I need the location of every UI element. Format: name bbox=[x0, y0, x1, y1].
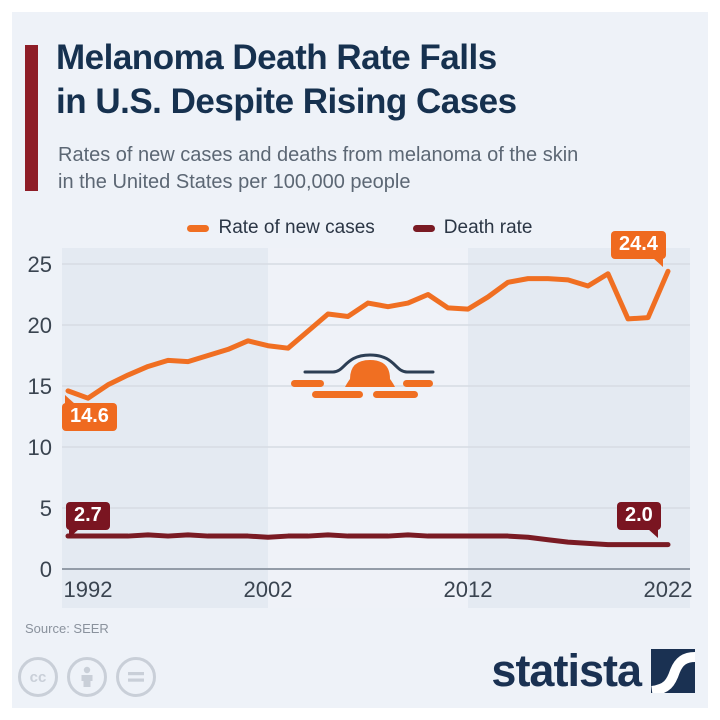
equals-icon bbox=[128, 672, 144, 682]
page-title: Melanoma Death Rate Falls in U.S. Despit… bbox=[56, 36, 517, 124]
subtitle-line-1: Rates of new cases and deaths from melan… bbox=[58, 144, 579, 166]
statista-logo[interactable]: statista bbox=[491, 648, 695, 693]
legend-label-death-rate: Death rate bbox=[443, 217, 533, 238]
label-cases-2022: 24.4 bbox=[611, 231, 666, 267]
svg-text:10: 10 bbox=[28, 435, 52, 460]
legend-item-new-cases: Rate of new cases bbox=[187, 217, 375, 239]
person-icon bbox=[81, 666, 93, 687]
source-note: Source: SEER bbox=[25, 621, 109, 636]
statista-wordmark: statista bbox=[491, 645, 642, 696]
chart-legend: Rate of new cases Death rate bbox=[0, 217, 720, 239]
label-deaths-1992: 2.7 bbox=[66, 502, 110, 538]
label-cases-1992: 14.6 bbox=[62, 395, 117, 431]
line-chart: 0 5 10 15 20 25 1992 2002 2012 2022 14.6 24.4 2.7… bbox=[0, 231, 720, 620]
title-accent-bar bbox=[25, 45, 38, 191]
svg-text:0: 0 bbox=[40, 557, 52, 582]
svg-text:2002: 2002 bbox=[244, 577, 293, 602]
svg-text:5: 5 bbox=[40, 496, 52, 521]
cc-attribution-icon[interactable] bbox=[67, 657, 107, 697]
svg-text:2022: 2022 bbox=[644, 577, 693, 602]
legend-item-death-rate: Death rate bbox=[412, 217, 533, 239]
svg-text:20: 20 bbox=[28, 313, 52, 338]
cc-no-derivatives-icon[interactable] bbox=[116, 657, 156, 697]
melanoma-mole-icon bbox=[291, 353, 435, 398]
svg-text:15: 15 bbox=[28, 374, 52, 399]
subtitle-line-2: in the United States per 100,000 people bbox=[58, 171, 411, 193]
new-cases-swatch-icon bbox=[187, 224, 210, 232]
svg-text:2012: 2012 bbox=[444, 577, 493, 602]
cc-license-icon[interactable]: cc bbox=[18, 657, 58, 697]
svg-text:1992: 1992 bbox=[64, 577, 113, 602]
svg-text:25: 25 bbox=[28, 252, 52, 277]
chart-plot-area: 0 5 10 15 20 25 1992 2002 2012 2022 bbox=[28, 248, 693, 608]
title-line-1: Melanoma Death Rate Falls bbox=[56, 38, 497, 77]
label-deaths-2022: 2.0 bbox=[617, 502, 661, 538]
death-rate-swatch-icon bbox=[412, 224, 435, 232]
legend-label-new-cases: Rate of new cases bbox=[218, 217, 375, 238]
creative-commons-badges[interactable]: cc bbox=[18, 657, 156, 697]
statista-logo-icon bbox=[651, 648, 695, 693]
page-subtitle: Rates of new cases and deaths from melan… bbox=[58, 142, 578, 196]
title-line-2: in U.S. Despite Rising Cases bbox=[56, 82, 517, 121]
